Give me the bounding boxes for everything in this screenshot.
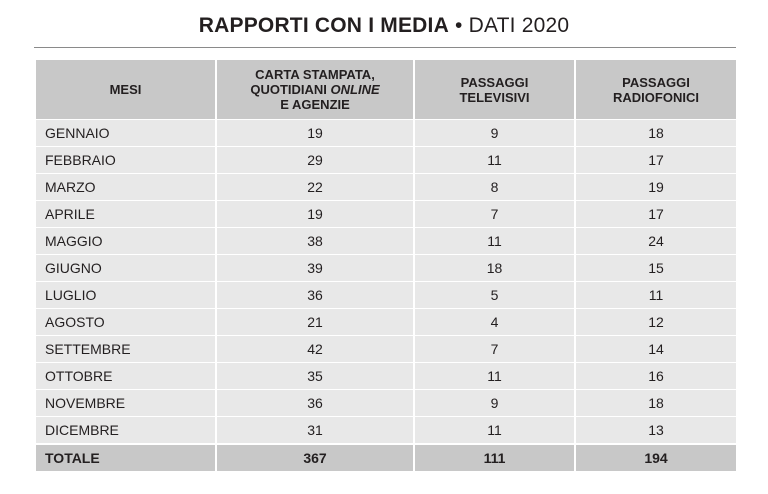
table-row: LUGLIO 36 5 11 — [36, 281, 736, 309]
cell-print: 35 — [215, 362, 414, 390]
table-row: DICEMBRE 31 11 13 — [36, 416, 736, 444]
title-main: RAPPORTI CON I MEDIA — [198, 14, 449, 37]
table-row: NOVEMBRE 36 9 18 — [36, 389, 736, 417]
cell-tv: 4 — [413, 308, 575, 336]
cell-month: GIUGNO — [36, 254, 216, 282]
cell-print: 42 — [215, 335, 414, 363]
cell-month: AGOSTO — [36, 308, 216, 336]
cell-month: MARZO — [36, 173, 216, 201]
total-tv: 111 — [413, 443, 575, 471]
title-sub: DATI 2020 — [468, 14, 570, 37]
cell-print: 36 — [215, 389, 414, 417]
cell-print: 19 — [215, 119, 414, 147]
cell-radio: 13 — [574, 416, 736, 444]
cell-tv: 8 — [413, 173, 575, 201]
header-print-line2a: QUOTIDIANI — [250, 82, 331, 97]
header-radio: PASSAGGI RADIOFONICI — [574, 60, 736, 120]
header-months-label: MESI — [109, 82, 142, 97]
cell-tv: 11 — [413, 362, 575, 390]
table-row: AGOSTO 21 4 12 — [36, 308, 736, 336]
page-title: RAPPORTI CON I MEDIA • DATI 2020 — [0, 14, 768, 38]
cell-print: 36 — [215, 281, 414, 309]
header-tv-line2: TELEVISIVI — [459, 89, 530, 105]
title-divider — [34, 47, 736, 48]
cell-radio: 17 — [574, 200, 736, 228]
header-print: CARTA STAMPATA, QUOTIDIANI ONLINE E AGEN… — [215, 60, 414, 120]
total-label: TOTALE — [36, 443, 216, 471]
table-row: SETTEMBRE 42 7 14 — [36, 335, 736, 363]
cell-month: MAGGIO — [36, 227, 216, 255]
cell-tv: 7 — [413, 200, 575, 228]
header-row: MESI CARTA STAMPATA, QUOTIDIANI ONLINE E… — [36, 60, 736, 120]
header-tv: PASSAGGI TELEVISIVI — [413, 60, 575, 120]
header-radio-line1: PASSAGGI — [622, 74, 690, 90]
cell-print: 21 — [215, 308, 414, 336]
cell-radio: 18 — [574, 119, 736, 147]
table-row: MAGGIO 38 11 24 — [36, 227, 736, 255]
cell-month: GENNAIO — [36, 119, 216, 147]
header-print-line1: CARTA STAMPATA, — [255, 67, 375, 82]
cell-tv: 7 — [413, 335, 575, 363]
cell-tv: 9 — [413, 389, 575, 417]
cell-month: DICEMBRE — [36, 416, 216, 444]
table-row: OTTOBRE 35 11 16 — [36, 362, 736, 390]
table-row: APRILE 19 7 17 — [36, 200, 736, 228]
total-row: TOTALE 367 111 194 — [36, 443, 736, 471]
header-print-line2b: ONLINE — [330, 82, 380, 97]
table-row: MARZO 22 8 19 — [36, 173, 736, 201]
header-radio-line2: RADIOFONICI — [613, 89, 699, 105]
cell-tv: 5 — [413, 281, 575, 309]
cell-print: 22 — [215, 173, 414, 201]
cell-radio: 14 — [574, 335, 736, 363]
cell-tv: 18 — [413, 254, 575, 282]
cell-radio: 17 — [574, 146, 736, 174]
cell-radio: 16 — [574, 362, 736, 390]
cell-month: SETTEMBRE — [36, 335, 216, 363]
cell-tv: 11 — [413, 146, 575, 174]
cell-month: FEBBRAIO — [36, 146, 216, 174]
table-row: GIUGNO 39 18 15 — [36, 254, 736, 282]
header-tv-line1: PASSAGGI — [460, 74, 529, 90]
cell-radio: 19 — [574, 173, 736, 201]
media-table: MESI CARTA STAMPATA, QUOTIDIANI ONLINE E… — [36, 60, 736, 471]
cell-month: APRILE — [36, 200, 216, 228]
cell-print: 38 — [215, 227, 414, 255]
cell-month: OTTOBRE — [36, 362, 216, 390]
header-months: MESI — [36, 60, 216, 120]
cell-tv: 11 — [413, 416, 575, 444]
header-print-line3: E AGENZIE — [280, 97, 350, 112]
total-print: 367 — [215, 443, 414, 471]
cell-print: 29 — [215, 146, 414, 174]
cell-print: 19 — [215, 200, 414, 228]
cell-print: 31 — [215, 416, 414, 444]
cell-radio: 15 — [574, 254, 736, 282]
cell-radio: 18 — [574, 389, 736, 417]
cell-radio: 12 — [574, 308, 736, 336]
cell-print: 39 — [215, 254, 414, 282]
cell-tv: 9 — [413, 119, 575, 147]
title-separator: • — [448, 14, 469, 37]
cell-radio: 11 — [574, 281, 736, 309]
total-radio: 194 — [574, 443, 736, 471]
cell-radio: 24 — [574, 227, 736, 255]
cell-month: NOVEMBRE — [36, 389, 216, 417]
table-row: GENNAIO 19 9 18 — [36, 119, 736, 147]
table-row: FEBBRAIO 29 11 17 — [36, 146, 736, 174]
cell-month: LUGLIO — [36, 281, 216, 309]
cell-tv: 11 — [413, 227, 575, 255]
